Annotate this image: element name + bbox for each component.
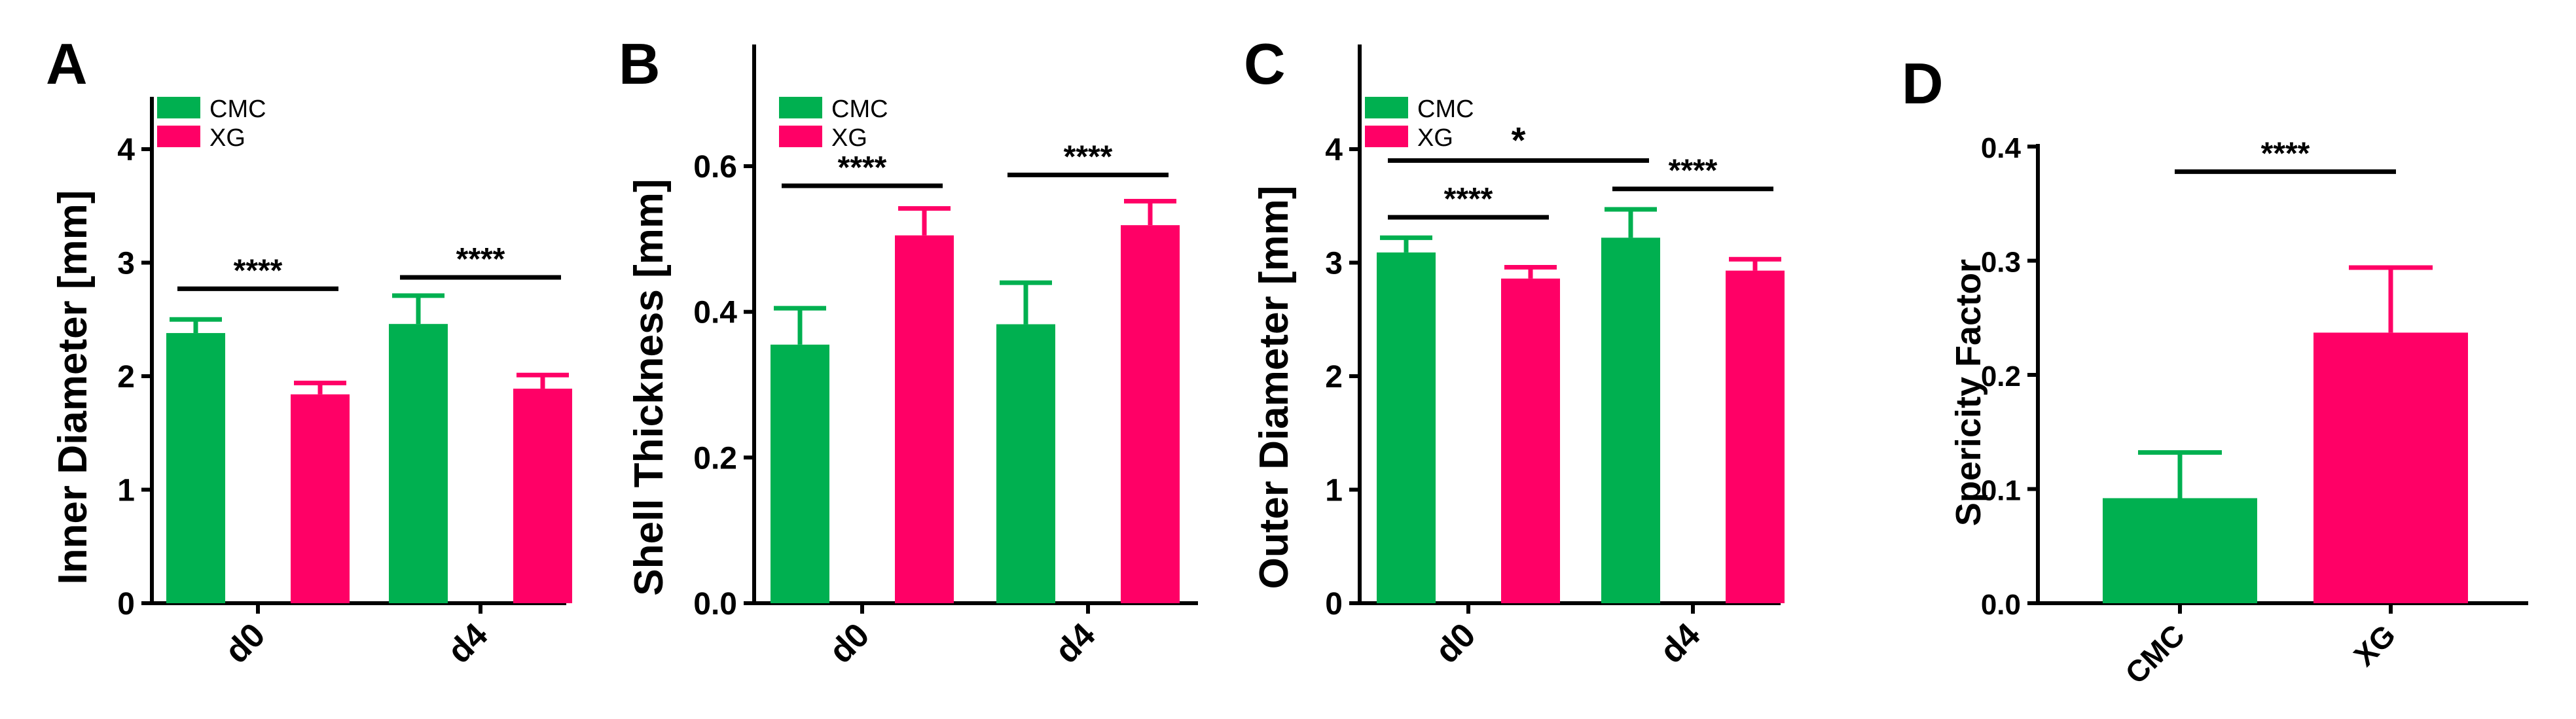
panel-a-legend-xg-label: XG xyxy=(209,124,245,152)
panel-c-significance-label: **** xyxy=(1444,182,1493,217)
panel-a-y-tick-label: 4 xyxy=(117,133,135,167)
panel-c-legend-xg-swatch xyxy=(1365,126,1408,147)
panel-b-y-tick-label: 0.2 xyxy=(693,441,737,476)
panel-a: A Inner Diameter [mm] CMC XG 0 1 2 3 4 d0 d4 **… xyxy=(46,31,572,671)
panel-b-significance-label: **** xyxy=(838,150,887,185)
panel-c-bar xyxy=(1601,237,1660,604)
panel-c-y-tick-label: 1 xyxy=(1325,474,1343,508)
panel-d-y-tick-label: 0.1 xyxy=(1981,475,2021,507)
panel-b-legend-xg-swatch xyxy=(779,126,822,147)
panel-a-bar xyxy=(513,389,572,603)
panel-a-legend-cmc-swatch xyxy=(157,97,200,118)
panel-d-plot: 0.0 0.1 0.2 0.3 0.4 CMC XG **** xyxy=(1981,132,2528,690)
panel-c-ylabel: Outer Diameter [mm] xyxy=(1252,186,1297,589)
panel-b-ylabel: Shell Thickness [mm] xyxy=(626,179,672,595)
panel-a-bar xyxy=(389,324,448,603)
panel-d-ylabel: Spericity Factor xyxy=(1949,259,1988,526)
panel-a-category-label: d0 xyxy=(218,616,273,671)
panel-c-letter: C xyxy=(1244,31,1286,96)
panel-d-bar xyxy=(2103,498,2257,603)
panel-a-category-label: d4 xyxy=(441,616,496,671)
panel-b-bar xyxy=(996,324,1055,603)
panel-d-significance-label: **** xyxy=(2261,136,2310,171)
panel-b-legend-xg-label: XG xyxy=(831,124,867,152)
panel-a-y-tick-label: 2 xyxy=(117,360,135,395)
panel-a-bar xyxy=(291,394,350,603)
panel-b-letter: B xyxy=(619,31,661,96)
panel-d: D Spericity Factor 0.0 0.1 0.2 0.3 0.4 CMC XG *… xyxy=(1902,51,2528,690)
panel-a-significance-label: **** xyxy=(456,242,505,277)
panel-c-y-tick-label: 3 xyxy=(1325,247,1343,281)
panel-a-y-tick-label: 0 xyxy=(117,587,135,622)
panel-c-bar xyxy=(1377,252,1436,603)
panel-d-y-tick-label: 0.0 xyxy=(1981,589,2021,621)
panel-c-significance-label: **** xyxy=(1669,154,1718,188)
panel-a-significance-label: **** xyxy=(234,253,283,288)
panel-a-ylabel: Inner Diameter [mm] xyxy=(50,190,96,585)
panel-c-significance-label: * xyxy=(1512,119,1526,160)
panel-b-bar xyxy=(895,235,954,603)
panel-c-bar xyxy=(1501,278,1560,603)
panel-b-significance-label: **** xyxy=(1064,139,1113,174)
panel-c-y-tick-label: 4 xyxy=(1325,133,1343,167)
panel-c-category-label: d0 xyxy=(1428,616,1483,671)
panel-c-legend-cmc-swatch xyxy=(1365,97,1408,118)
panel-b-bar xyxy=(1121,225,1180,603)
panel-c-legend-cmc-label: CMC xyxy=(1417,96,1474,123)
panel-c-bar xyxy=(1726,270,1785,603)
panel-b-y-tick-label: 0.6 xyxy=(693,150,737,184)
panel-a-plot: 0 1 2 3 4 d0 d4 **** **** xyxy=(117,97,572,671)
panel-d-category-label: CMC xyxy=(2118,618,2191,690)
panel-c-y-tick-label: 2 xyxy=(1325,360,1343,395)
panel-a-bar xyxy=(166,333,225,603)
panel-c-y-tick-label: 0 xyxy=(1325,587,1343,622)
panel-c-legend-xg-label: XG xyxy=(1417,124,1453,152)
panel-c-category-label: d4 xyxy=(1653,616,1708,671)
panel-d-y-tick-label: 0.3 xyxy=(1981,247,2021,279)
panel-b-y-tick-label: 0.4 xyxy=(693,296,737,330)
panel-d-bar xyxy=(2313,332,2468,603)
panel-b-legend-cmc-swatch xyxy=(779,97,822,118)
panel-b-category-label: d4 xyxy=(1048,616,1103,671)
panel-a-y-tick-label: 1 xyxy=(117,474,135,508)
panel-d-y-tick-label: 0.4 xyxy=(1981,132,2022,164)
panel-b-plot: 0.0 0.2 0.4 0.6 d0 d4 **** **** xyxy=(693,44,1198,671)
panel-a-legend-xg-swatch xyxy=(157,126,200,147)
panel-b-legend-cmc-label: CMC xyxy=(831,96,888,123)
panel-d-y-tick-label: 0.2 xyxy=(1981,360,2021,393)
panel-b-bar xyxy=(771,344,829,603)
panel-a-y-tick-label: 3 xyxy=(117,247,135,281)
panel-d-category-label: XG xyxy=(2347,618,2402,673)
panel-b-y-tick-label: 0.0 xyxy=(693,587,737,622)
panel-b: B Shell Thickness [mm] CMC XG 0.00.20.40… xyxy=(619,31,1198,671)
panel-d-letter: D xyxy=(1902,51,1944,116)
panel-a-legend-cmc-label: CMC xyxy=(209,96,266,123)
panel-a-letter: A xyxy=(46,31,88,96)
panel-b-category-label: d0 xyxy=(822,616,877,671)
